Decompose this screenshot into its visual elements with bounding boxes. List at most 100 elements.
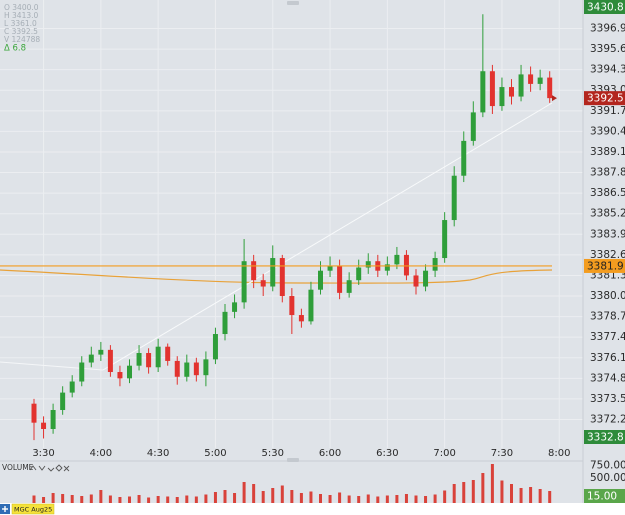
volume-bar bbox=[204, 494, 208, 503]
y-tick-label: 3387.8 bbox=[590, 167, 625, 179]
volume-bar bbox=[261, 491, 265, 503]
candle-body bbox=[107, 349, 113, 373]
candle-body bbox=[537, 77, 543, 84]
volume-bar bbox=[147, 497, 151, 503]
volume-bar bbox=[194, 496, 198, 503]
volume-bar bbox=[70, 495, 74, 503]
candle-body bbox=[518, 74, 524, 97]
trend-line bbox=[102, 102, 553, 371]
y-tick-label: 3383.9 bbox=[590, 228, 625, 240]
candle-body bbox=[174, 360, 180, 377]
volume-bar bbox=[529, 487, 533, 503]
candle-body bbox=[289, 296, 295, 316]
price-badge bbox=[584, 430, 625, 444]
y-tick-label: 3377.4 bbox=[590, 331, 625, 343]
y-tick-label: 3391.7 bbox=[590, 105, 625, 117]
pane-icons[interactable] bbox=[29, 464, 70, 472]
candle-body bbox=[442, 220, 448, 259]
y-tick-label: 750.00 bbox=[590, 460, 625, 472]
candle-body bbox=[88, 354, 94, 363]
volume-bar bbox=[128, 496, 131, 503]
y-tick-label: 3380.0 bbox=[590, 290, 625, 302]
price-badge-label: 3381.9 bbox=[587, 260, 624, 272]
candle-body bbox=[461, 140, 467, 176]
info-line: L 3361.0 bbox=[4, 19, 37, 28]
candle-body bbox=[136, 353, 142, 366]
candle-body bbox=[241, 261, 247, 303]
x-tick-label: 5:30 bbox=[262, 448, 284, 459]
x-tick-label: 6:00 bbox=[319, 448, 341, 459]
x-tick-label: 6:30 bbox=[376, 448, 398, 459]
volume-bar bbox=[32, 495, 36, 503]
volume-bar bbox=[471, 480, 475, 503]
volume-bar bbox=[538, 489, 542, 503]
volume-bar bbox=[462, 482, 466, 503]
price-badge bbox=[584, 0, 625, 14]
y-tick-label: 3378.7 bbox=[590, 311, 625, 323]
candle-body bbox=[279, 258, 285, 297]
grid: 3396.93395.63394.33393.03391.73390.43389… bbox=[0, 0, 625, 484]
y-tick-label: 3374.8 bbox=[590, 372, 625, 384]
volume-bar bbox=[223, 490, 227, 503]
last-price-marker bbox=[552, 95, 557, 102]
y-tick-label: 3395.6 bbox=[590, 43, 625, 55]
volume-bar bbox=[347, 495, 351, 503]
candle-body bbox=[356, 267, 362, 281]
candle-body bbox=[50, 410, 56, 430]
candle-body bbox=[308, 289, 314, 322]
candle-body bbox=[413, 275, 419, 287]
volume-bar bbox=[433, 494, 437, 503]
candle-body bbox=[528, 74, 534, 84]
volume-bar bbox=[80, 496, 84, 503]
volume-bar bbox=[357, 496, 361, 503]
volume-bar bbox=[443, 490, 447, 503]
y-tick-label: 3382.6 bbox=[590, 249, 625, 261]
volume-bar bbox=[395, 495, 399, 503]
y-tick-label: 3394.3 bbox=[590, 64, 625, 76]
volume-bar bbox=[376, 496, 380, 503]
price-badge-label: 15.00 bbox=[587, 491, 617, 503]
candle-body bbox=[146, 353, 152, 368]
candle-body bbox=[346, 280, 352, 293]
candle-body bbox=[165, 346, 171, 361]
candle-body bbox=[423, 270, 429, 287]
volume-bar bbox=[137, 495, 141, 503]
volume-bar bbox=[404, 494, 408, 503]
instrument-tab[interactable] bbox=[11, 503, 55, 515]
price-badge-label: 3332.8 bbox=[587, 432, 624, 444]
y-tick-label: 500.00 bbox=[590, 472, 625, 484]
drag-handle[interactable] bbox=[287, 458, 299, 462]
x-tick-label: 8:00 bbox=[548, 448, 570, 459]
volume-bar bbox=[385, 495, 389, 503]
y-tick-label: 3376.1 bbox=[590, 352, 625, 364]
price-badge bbox=[584, 91, 625, 106]
volume-title: VOLUME bbox=[2, 463, 34, 472]
plot bbox=[0, 14, 557, 503]
volume-bar bbox=[42, 497, 46, 503]
volume-bar bbox=[175, 497, 179, 503]
volume-bar bbox=[252, 484, 256, 503]
ohlc-info: O 3400.0 H 3413.0 L 3361.0 C 3392.5 V 12… bbox=[4, 3, 40, 44]
volume-bar bbox=[548, 491, 552, 503]
volume-bar bbox=[233, 493, 237, 503]
x-tick-label: 7:30 bbox=[491, 448, 513, 459]
price-badge bbox=[584, 258, 625, 273]
candle-body bbox=[327, 265, 333, 271]
volume-bar bbox=[185, 495, 189, 503]
volume-bar bbox=[424, 496, 428, 503]
bottom-bar bbox=[0, 503, 625, 515]
volume-bar bbox=[108, 495, 112, 503]
info-line: O 3400.0 bbox=[4, 3, 39, 12]
candle-body bbox=[298, 315, 304, 322]
volume-bar bbox=[299, 493, 303, 503]
volume-bar bbox=[166, 496, 170, 503]
volume-bar bbox=[156, 496, 160, 503]
candle-body bbox=[365, 261, 371, 268]
x-tick-label: 4:30 bbox=[147, 448, 169, 459]
drag-handle[interactable] bbox=[287, 1, 299, 5]
volume-bar bbox=[271, 488, 275, 503]
volume-bar bbox=[490, 464, 494, 503]
volume-bar bbox=[452, 484, 456, 503]
